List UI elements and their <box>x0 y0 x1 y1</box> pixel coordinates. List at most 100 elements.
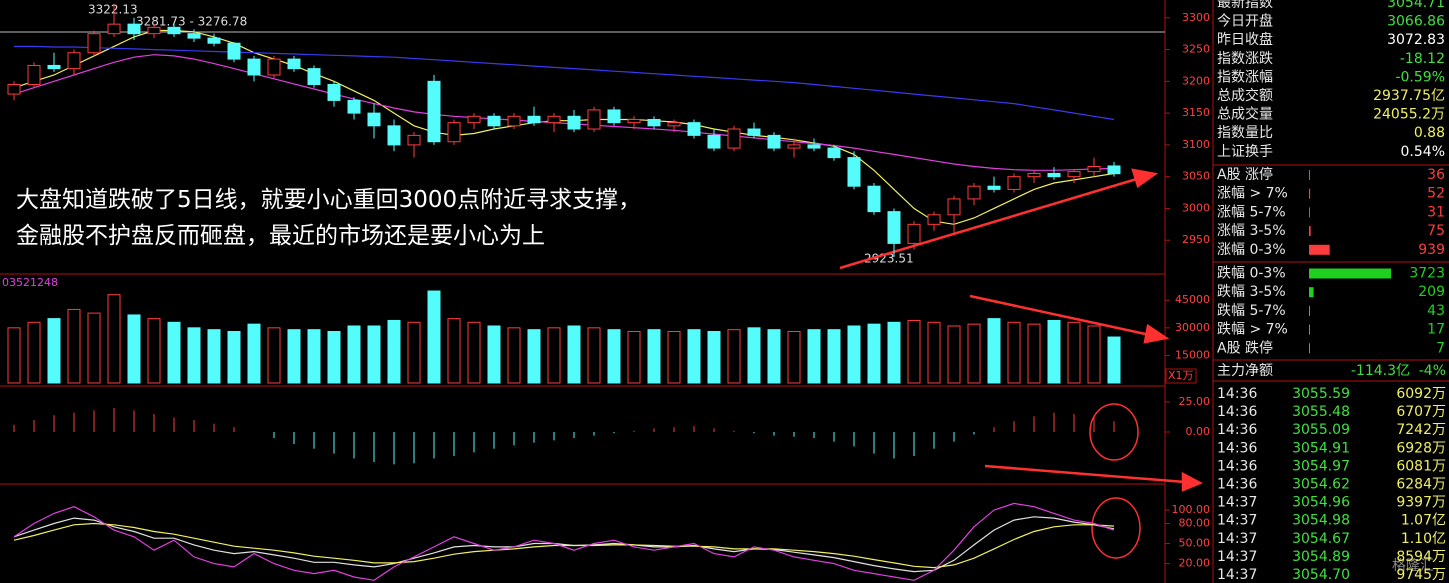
candle-body <box>807 144 821 149</box>
annotation: 2923.51 <box>864 252 914 266</box>
y-tick-label: 3150 <box>1182 106 1210 119</box>
breadth-label: A股 跌停 <box>1217 339 1273 356</box>
breadth-value: 75 <box>1427 223 1445 239</box>
candle-body <box>387 125 401 146</box>
quote-value: 0.54% <box>1401 144 1445 160</box>
tick-volume: 1.10亿 <box>1401 531 1446 547</box>
candle-body <box>267 58 281 76</box>
tick-time: 14:37 <box>1217 513 1257 529</box>
volume-bar <box>907 319 921 384</box>
volume-bar <box>407 321 421 384</box>
candle-body <box>587 109 601 130</box>
volume-bar <box>1087 325 1101 384</box>
volume-bar <box>527 329 541 384</box>
quote-label: 总成交额 <box>1217 87 1273 104</box>
quote-label: 昨日收盘 <box>1217 31 1273 48</box>
candle-body <box>307 68 321 86</box>
candle-body <box>167 26 181 35</box>
candle-body <box>647 118 661 127</box>
y-tick-label: 45000 <box>1175 293 1210 306</box>
volume-bar <box>587 327 601 384</box>
candle-body <box>567 115 581 130</box>
breadth-label: 跌幅 3-5% <box>1217 284 1286 300</box>
volume-bar <box>667 331 681 384</box>
quote-value: 24055.2万 <box>1373 107 1445 123</box>
breadth-label: 涨幅 3-5% <box>1217 223 1286 239</box>
volume-bar <box>447 318 461 384</box>
volume-bar <box>247 323 261 384</box>
volume-bar <box>807 329 821 384</box>
candle-body <box>547 115 561 124</box>
breadth-bar <box>1309 324 1310 335</box>
y-tick-label: 3250 <box>1182 43 1210 56</box>
volume-bar <box>327 331 341 384</box>
breadth-bar <box>1309 305 1310 316</box>
breadth-bar <box>1309 287 1314 298</box>
volume-bar <box>947 325 961 384</box>
indicator-line <box>13 522 1115 569</box>
candle-body <box>887 211 901 244</box>
annotation: 3322.13 <box>88 3 138 17</box>
volume-bar <box>607 329 621 384</box>
tick-volume: 8594万 <box>1396 549 1446 565</box>
candle-body <box>607 109 621 124</box>
volume-unit: X1万 <box>1168 369 1194 382</box>
breadth-value: 7 <box>1436 340 1445 356</box>
candle-body <box>67 52 81 70</box>
volume-bar <box>367 325 381 384</box>
volume-bar <box>27 321 41 384</box>
volume-bar <box>1067 321 1081 384</box>
breadth-value: 939 <box>1418 242 1445 258</box>
volume-bar <box>507 327 521 384</box>
volume-bar <box>387 319 401 384</box>
y-tick-label: 3100 <box>1182 138 1210 151</box>
candle-body <box>7 84 21 95</box>
breadth-value: 31 <box>1427 204 1445 220</box>
y-tick-label: 3200 <box>1182 74 1210 87</box>
commentary: 金融股不护盘反而砸盘，最近的市场还是要小心为上 <box>16 223 545 249</box>
breadth-label: 涨幅 > 7% <box>1217 186 1288 202</box>
volume-bar <box>87 312 101 384</box>
tick-time: 14:36 <box>1217 440 1257 456</box>
candle-body <box>367 112 381 127</box>
candle-body <box>47 64 61 70</box>
quote-value: 3054.71 <box>1387 0 1445 11</box>
moving-average <box>13 54 1115 171</box>
tick-time: 14:37 <box>1217 495 1257 511</box>
volume-bar <box>7 327 21 384</box>
volume-bar <box>987 318 1001 384</box>
volume-bar <box>147 318 161 384</box>
candle-body <box>427 80 441 143</box>
breadth-bar <box>1309 226 1311 237</box>
breadth-value: 17 <box>1427 322 1445 338</box>
volume-bar <box>47 318 61 384</box>
volume-bar <box>747 327 761 384</box>
volume-bar <box>1027 323 1041 384</box>
candle-body <box>767 134 781 149</box>
breadth-bar <box>1309 244 1330 255</box>
moving-average <box>14 45 1115 121</box>
tick-price: 3054.97 <box>1292 458 1350 474</box>
y-tick-label: 20.00 <box>1179 557 1211 570</box>
candle-body <box>747 128 761 136</box>
watermark: 格隆汇 <box>1392 558 1434 574</box>
candle-body <box>707 134 721 149</box>
volume-bar <box>867 323 881 384</box>
quote-value: 3066.86 <box>1387 14 1445 30</box>
candle-body <box>967 185 981 200</box>
breadth-bar <box>1309 170 1310 180</box>
quote-value: -0.59% <box>1395 69 1445 85</box>
tick-price: 3054.91 <box>1292 440 1350 456</box>
candle-body <box>1027 172 1041 178</box>
candle-body <box>327 84 341 101</box>
breadth-label: 涨幅 5-7% <box>1217 204 1286 220</box>
indicator-line <box>13 516 1115 573</box>
volume-bar <box>67 308 81 384</box>
volume-bar <box>167 321 181 384</box>
volume-bar <box>847 325 861 384</box>
tick-price: 3055.59 <box>1292 386 1350 402</box>
tick-time: 14:36 <box>1217 404 1257 420</box>
